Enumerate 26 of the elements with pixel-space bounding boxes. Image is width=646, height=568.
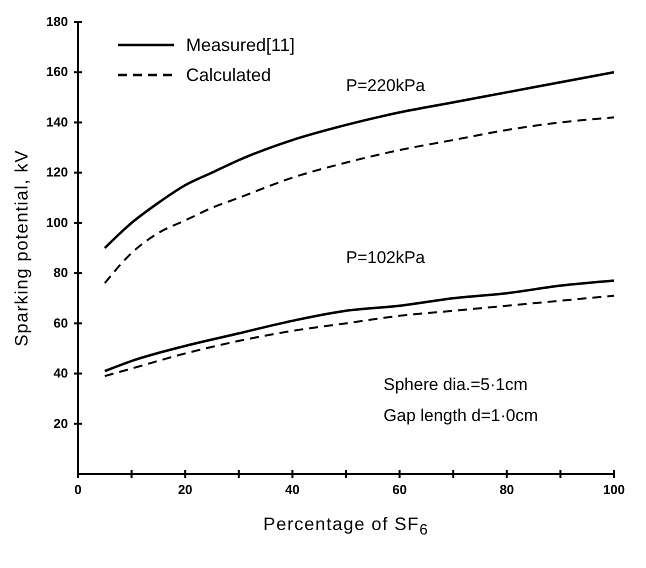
y-tick-label: 180 <box>46 14 68 29</box>
x-tick-label: 20 <box>178 482 192 497</box>
annotation: Sphere dia.=5·1cm <box>384 374 528 395</box>
x-axis-title: Percentage of SF$_{6}$ <box>262 514 430 539</box>
x-tick-label: 60 <box>392 482 407 497</box>
x-tick-label: 40 <box>285 482 300 497</box>
line-series <box>104 116 614 284</box>
x-tick-label: 0 <box>74 482 82 497</box>
line-series <box>104 279 614 372</box>
annotation: P=220kPa <box>346 76 425 96</box>
x-tick-label: 80 <box>500 482 514 497</box>
y-tick-label: 100 <box>46 214 68 230</box>
x-tick-label: 100 <box>603 482 625 497</box>
legend-label: Measured[11] <box>186 34 295 57</box>
y-tick-label: 20 <box>54 416 68 431</box>
y-tick-label: 140 <box>46 114 68 130</box>
y-tick-label: 60 <box>54 315 68 330</box>
annotation: Gap length d=1·0cm <box>384 406 538 426</box>
line-series <box>104 294 614 378</box>
y-tick-label: 80 <box>54 265 68 280</box>
y-tick-label: 40 <box>54 366 68 381</box>
y-axis-title: Sparking potential, kV <box>12 149 32 347</box>
legend-label: Calculated <box>186 64 272 87</box>
annotation: P=102kPa <box>346 248 425 268</box>
y-tick-label: 160 <box>46 64 68 80</box>
y-tick-label: 120 <box>46 164 68 180</box>
